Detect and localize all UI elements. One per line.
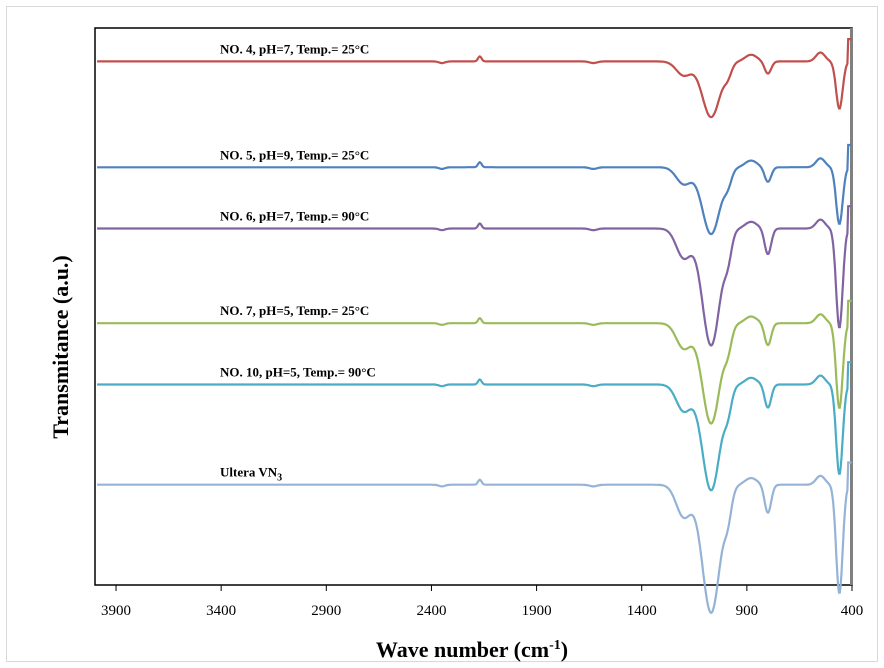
series-label-subscript: 3: [277, 473, 282, 484]
series-label: NO. 6, pH=7, Temp.= 90°C: [220, 209, 369, 224]
series-label: NO. 5, pH=9, Temp.= 25°C: [220, 147, 369, 162]
x-tick-label: 2900: [311, 603, 341, 619]
series-label-text: NO. 5, pH=9, Temp.= 25°C: [220, 147, 369, 162]
x-tick-label: 900: [736, 603, 759, 619]
x-axis-ticks: 3900 3400 2900 2400 1900 1400 900 400: [101, 585, 863, 619]
series-label: NO. 7, pH=5, Temp.= 25°C: [220, 303, 369, 318]
series-lines: [97, 38, 852, 615]
x-axis-title-sup: -1: [549, 638, 561, 653]
series-labels: NO. 4, pH=7, Temp.= 25°C NO. 5, pH=9, Tem…: [220, 41, 376, 483]
series-label-text: NO. 4, pH=7, Temp.= 25°C: [220, 41, 369, 56]
x-axis-title-end: ): [561, 637, 568, 662]
x-tick-label: 400: [841, 603, 864, 619]
x-tick-label: 3400: [206, 603, 236, 619]
x-tick-label: 2400: [416, 603, 446, 619]
series-line: [97, 299, 852, 425]
x-axis-title: Wave number (cm-1): [376, 637, 568, 662]
chart-frame: [6, 6, 878, 662]
x-tick-label: 3900: [101, 603, 131, 619]
y-axis-title: Transmitance (a.u.): [48, 255, 73, 439]
series-line: [97, 205, 852, 347]
series-label-text: NO. 7, pH=5, Temp.= 25°C: [220, 303, 369, 318]
plot-area: [94, 27, 853, 586]
series-label-text: NO. 6, pH=7, Temp.= 90°C: [220, 209, 369, 224]
series-label-text: Ultera VN: [220, 465, 278, 480]
series-label: Ultera VN3: [220, 465, 282, 484]
series-line: [97, 38, 852, 119]
series-line: [97, 461, 852, 615]
x-tick-label: 1400: [627, 603, 657, 619]
series-label: NO. 10, pH=5, Temp.= 90°C: [220, 364, 376, 379]
x-tick-label: 1900: [522, 603, 552, 619]
series-label-text: NO. 10, pH=5, Temp.= 90°C: [220, 364, 376, 379]
x-axis-title-text: Wave number (cm: [376, 637, 549, 662]
plot-right-border: [850, 28, 853, 585]
series-line: [97, 361, 852, 492]
series-label: NO. 4, pH=7, Temp.= 25°C: [220, 41, 369, 56]
series-line: [97, 143, 852, 236]
